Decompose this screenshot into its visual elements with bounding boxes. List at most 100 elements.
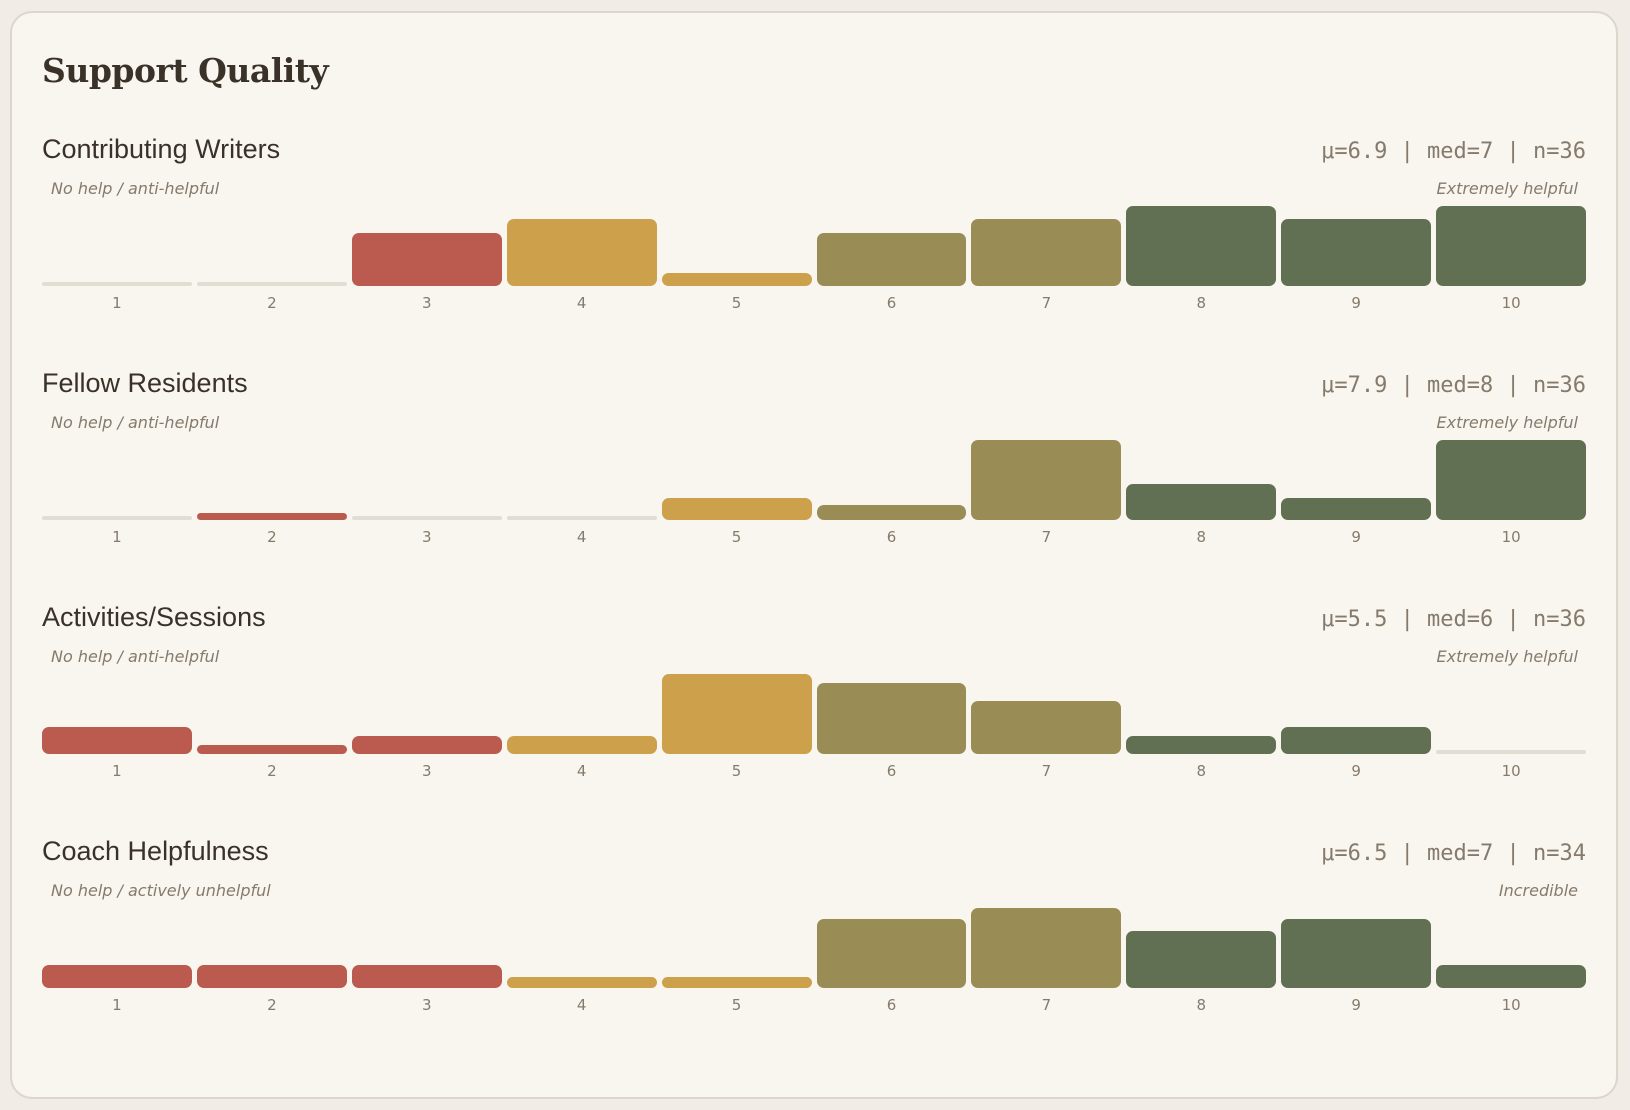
bar (351, 965, 502, 988)
bar (506, 736, 657, 754)
bar (1126, 931, 1277, 988)
bar (1436, 440, 1587, 520)
low-anchor-label: No help / anti-helpful (51, 179, 220, 198)
chart-section: Coach Helpfulness μ=6.5 | med=7 | n=34 N… (42, 806, 1587, 1040)
bar (971, 701, 1122, 754)
bar (1126, 484, 1277, 520)
bar-row (42, 438, 1587, 520)
tick-label: 5 (731, 294, 742, 312)
bar (661, 498, 812, 520)
tick-label: 4 (576, 294, 587, 312)
scale-anchors: No help / anti-helpful Extremely helpful (42, 413, 1586, 432)
tick-label: 9 (1351, 762, 1361, 780)
tick-label: 5 (731, 528, 742, 546)
bar (196, 745, 347, 754)
chart-section: Activities/Sessions μ=5.5 | med=6 | n=36… (42, 572, 1587, 806)
tick-label: 3 (421, 762, 432, 780)
section-header: Contributing Writers μ=6.9 | med=7 | n=3… (42, 104, 1586, 165)
tick-label: 6 (886, 762, 897, 780)
high-anchor-label: Extremely helpful (1436, 647, 1578, 666)
bar (1281, 919, 1432, 988)
tick-label: 8 (1196, 528, 1207, 546)
tick-label: 6 (886, 996, 897, 1014)
chart-section: Fellow Residents μ=7.9 | med=8 | n=36 No… (42, 338, 1587, 572)
tick-label: 5 (731, 996, 742, 1014)
bar (506, 219, 657, 286)
tick-label: 9 (1351, 996, 1361, 1014)
low-anchor-label: No help / anti-helpful (51, 647, 220, 666)
low-anchor-label: No help / actively unhelpful (51, 881, 271, 900)
tick-label: 1 (112, 996, 122, 1014)
bar (1126, 206, 1277, 286)
bar (351, 736, 502, 754)
tick-label: 4 (576, 762, 587, 780)
tick-row: 1 2 3 4 5 6 7 8 9 10 (42, 528, 1586, 546)
tick-label: 2 (267, 294, 277, 312)
tick-label: 7 (1041, 528, 1052, 546)
tick-label: 4 (576, 528, 587, 546)
bar (971, 440, 1122, 520)
bar-empty (196, 282, 347, 286)
bar (661, 273, 812, 286)
bar (196, 513, 347, 520)
bar (816, 919, 967, 988)
tick-label: 7 (1041, 996, 1052, 1014)
bar (42, 965, 192, 988)
bar (196, 965, 347, 988)
tick-label: 2 (267, 528, 277, 546)
bar (816, 683, 967, 754)
tick-label: 9 (1351, 294, 1361, 312)
chart-sections: Contributing Writers μ=6.9 | med=7 | n=3… (42, 104, 1587, 1040)
bar-row (42, 906, 1587, 988)
bar (661, 977, 812, 988)
tick-label: 5 (731, 762, 742, 780)
low-anchor-label: No help / anti-helpful (51, 413, 220, 432)
tick-label: 8 (1196, 996, 1207, 1014)
high-anchor-label: Incredible (1498, 881, 1578, 900)
section-stats: μ=5.5 | med=6 | n=36 (1321, 607, 1586, 632)
section-stats: μ=6.5 | med=7 | n=34 (1321, 841, 1586, 866)
tick-label: 10 (1501, 528, 1521, 546)
bar (1436, 965, 1587, 988)
tick-row: 1 2 3 4 5 6 7 8 9 10 (42, 762, 1586, 780)
tick-label: 1 (112, 762, 122, 780)
support-quality-card: Support Quality Contributing Writers μ=6… (10, 11, 1618, 1099)
scale-anchors: No help / anti-helpful Extremely helpful (42, 179, 1586, 198)
scale-anchors: No help / actively unhelpful Incredible (42, 881, 1586, 900)
tick-label: 1 (112, 294, 122, 312)
bar (1281, 727, 1432, 754)
bar (661, 674, 812, 754)
tick-label: 8 (1196, 294, 1207, 312)
bar-row (42, 204, 1587, 286)
high-anchor-label: Extremely helpful (1436, 179, 1578, 198)
tick-label: 3 (421, 996, 432, 1014)
section-title: Coach Helpfulness (42, 836, 269, 866)
high-anchor-label: Extremely helpful (1436, 413, 1578, 432)
bar (971, 219, 1122, 286)
tick-label: 7 (1041, 294, 1052, 312)
scale-anchors: No help / anti-helpful Extremely helpful (42, 647, 1586, 666)
bar-empty (42, 516, 192, 520)
section-title: Contributing Writers (42, 134, 281, 164)
bar (1281, 498, 1432, 520)
tick-label: 6 (886, 294, 897, 312)
bar (1281, 219, 1432, 286)
tick-label: 3 (421, 528, 432, 546)
tick-label: 1 (112, 528, 122, 546)
section-header: Coach Helpfulness μ=6.5 | med=7 | n=34 (42, 806, 1586, 867)
tick-label: 2 (267, 762, 277, 780)
bar-empty (42, 282, 192, 286)
tick-label: 4 (576, 996, 587, 1014)
bar (816, 233, 967, 286)
section-stats: μ=7.9 | med=8 | n=36 (1321, 373, 1586, 398)
section-title: Activities/Sessions (42, 602, 266, 632)
tick-label: 10 (1501, 762, 1521, 780)
bar-empty (351, 516, 502, 520)
section-header: Fellow Residents μ=7.9 | med=8 | n=36 (42, 338, 1586, 399)
section-stats: μ=6.9 | med=7 | n=36 (1321, 139, 1586, 164)
tick-label: 10 (1501, 294, 1521, 312)
tick-row: 1 2 3 4 5 6 7 8 9 10 (42, 996, 1586, 1014)
bar (971, 908, 1122, 988)
bar (42, 727, 192, 754)
bar-empty (1436, 750, 1587, 754)
